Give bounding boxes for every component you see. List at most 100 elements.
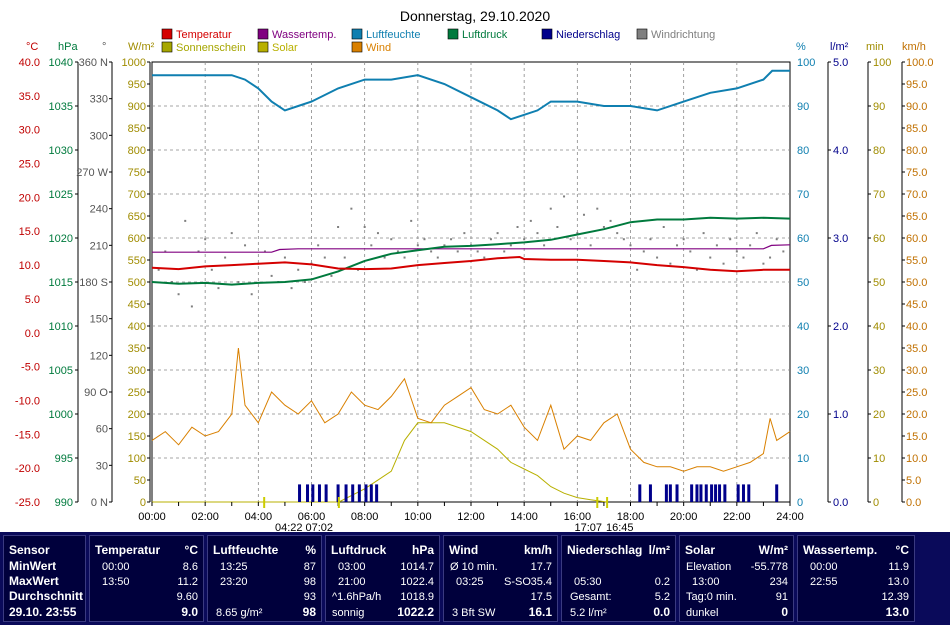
rain-unit: l/m² <box>648 543 670 557</box>
series-bar-niederschlag <box>668 484 672 502</box>
wind-unit: km/h <box>523 543 552 557</box>
series-point-windrichtung <box>184 219 187 222</box>
x-tick-label: 16:00 <box>564 511 592 523</box>
sun-tick-label: 30 <box>873 365 885 377</box>
press-forecast: sonnig <box>332 607 365 619</box>
rain-tick-label: 3.0 <box>833 233 848 245</box>
series-bar-niederschlag <box>357 484 361 502</box>
temp-tick-label: 5.0 <box>25 294 40 306</box>
series-bar-niederschlag <box>306 484 310 502</box>
series-bar-niederschlag <box>324 484 328 502</box>
legend: Temperatur Wassertemp. Luftfeuchte Luftdruc… <box>161 28 715 54</box>
x-tick-label: 10:00 <box>404 511 432 523</box>
series-point-windrichtung <box>596 207 599 210</box>
series-point-windrichtung <box>775 238 778 241</box>
press-tick-label: 1025 <box>49 189 73 201</box>
legend-swatch-temperatur <box>161 28 173 40</box>
row-label-min: MinWert <box>9 559 57 573</box>
series-point-windrichtung <box>303 281 306 283</box>
series-point-windrichtung <box>563 195 566 198</box>
series-point-windrichtung <box>177 293 180 296</box>
solar-elevation-label: Elevation <box>686 561 732 573</box>
temp-max-value: 11.2 <box>177 576 198 588</box>
hum-min-value: 87 <box>303 561 316 573</box>
series-point-windrichtung <box>416 244 419 247</box>
series-point-windrichtung <box>210 268 213 271</box>
wind-tick-label: 95.0 <box>906 79 927 91</box>
series-point-windrichtung <box>350 207 353 210</box>
rain-max-value: 0.2 <box>654 576 670 588</box>
solar-tick-label: 550 <box>128 255 146 267</box>
series-point-windrichtung <box>383 256 386 259</box>
series-line-wind <box>151 347 791 472</box>
solar-tick-label: 300 <box>128 365 146 377</box>
x-tick-label: 22:00 <box>723 511 751 523</box>
legend-swatch-solar <box>257 41 269 53</box>
series-point-windrichtung <box>722 262 725 265</box>
series-line-solar <box>152 422 607 503</box>
legend-label-windrichtung: Windrichtung <box>651 29 715 41</box>
series-bar-niederschlag <box>710 484 714 502</box>
series-point-windrichtung <box>423 238 426 241</box>
series-bar-niederschlag <box>723 484 727 502</box>
dir-tick-label: 270 W <box>76 167 108 179</box>
sun-event-label: 07:02 <box>305 522 333 532</box>
temp-tick-label: -5.0 <box>21 362 40 374</box>
rain-tick-label: 1.0 <box>833 409 848 421</box>
series-point-windrichtung <box>529 219 532 222</box>
press-min-time: 03:00 <box>338 561 366 573</box>
series-point-windrichtung <box>450 238 453 241</box>
dir-tick-label: 360 N <box>79 57 108 69</box>
temp-title: Temperatur <box>95 543 161 557</box>
solar-state: dunkel <box>686 607 719 619</box>
solar-tick-label: 0 <box>140 497 146 509</box>
solar-title: Solar <box>685 543 716 557</box>
x-tick-label: 20:00 <box>670 511 698 523</box>
press-trend: ^1.6hPa/h <box>332 591 382 603</box>
series-point-windrichtung <box>576 232 579 235</box>
press-tick-label: 1030 <box>49 145 73 157</box>
hum-tick-label: 60 <box>797 233 809 245</box>
hum-tick-label: 10 <box>797 453 809 465</box>
wind-tick-label: 60.0 <box>906 233 927 245</box>
series-bar-niederschlag <box>747 484 751 502</box>
water-avg-value: 12.39 <box>881 591 909 603</box>
temp-tick-label: -20.0 <box>15 463 40 475</box>
series-point-windrichtung <box>509 244 512 247</box>
series-point-windrichtung <box>224 256 227 259</box>
hum-max-value: 98 <box>303 576 316 588</box>
series-point-windrichtung <box>403 256 406 259</box>
series-point-windrichtung <box>157 268 160 271</box>
panel-wind: Wind km/h Ø 10 min. 17.7 03:25 S-SO 35.4… <box>443 535 558 622</box>
temp-tick-label: 25.0 <box>19 159 40 171</box>
wind-tick-label: 30.0 <box>906 365 927 377</box>
solar-tick-label: 450 <box>128 299 146 311</box>
series-point-windrichtung <box>164 250 167 253</box>
temp-current-value: 9.0 <box>181 605 198 619</box>
series-layer <box>151 69 791 503</box>
statistics-table: Sensor MinWert MaxWert Durchschnitt 29.1… <box>0 532 950 625</box>
series-bar-niederschlag <box>351 484 355 502</box>
dir-tick-label: 120 <box>90 350 108 362</box>
hum-axis-unit: % <box>796 41 806 53</box>
solar-tick-label: 350 <box>128 343 146 355</box>
wind-tick-label: 85.0 <box>906 123 927 135</box>
series-point-windrichtung <box>543 244 546 247</box>
solar-avg-value: 91 <box>775 591 788 603</box>
series-point-windrichtung <box>244 244 247 247</box>
dir-tick-label: 240 <box>90 204 108 216</box>
solar-tick-label: 750 <box>128 167 146 179</box>
wind-title: Wind <box>449 543 479 557</box>
series-point-windrichtung <box>396 250 399 253</box>
series-point-windrichtung <box>702 232 705 235</box>
x-tick-label: 24:00 <box>776 511 804 523</box>
series-point-windrichtung <box>204 238 207 241</box>
press-title: Luftdruck <box>331 543 387 557</box>
series-point-windrichtung <box>343 256 346 259</box>
hum-tick-label: 30 <box>797 365 809 377</box>
series-bar-niederschlag <box>736 484 740 502</box>
series-point-windrichtung <box>410 219 413 222</box>
press-max-value: 1022.4 <box>400 576 434 588</box>
x-tick-label: 18:00 <box>617 511 645 523</box>
x-tick-label: 14:00 <box>510 511 538 523</box>
